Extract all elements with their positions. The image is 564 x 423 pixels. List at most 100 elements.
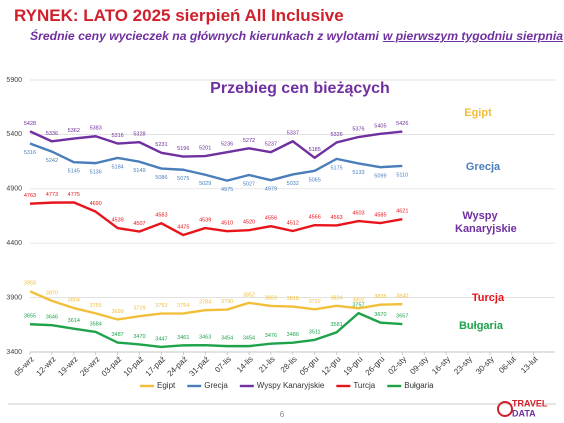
y-tick-label: 4400: [6, 240, 22, 247]
logo-icon: [497, 401, 513, 417]
legend-label: Wyspy Kanaryjskie: [257, 381, 325, 390]
slide-title: RYNEK: LATO 2025 sierpień All Inclusive: [14, 6, 344, 25]
data-label: 5316: [24, 150, 36, 156]
x-tick-label: 17-paź: [144, 355, 168, 379]
data-label: 3818: [287, 296, 299, 302]
data-label: 3461: [177, 335, 189, 341]
data-label: 5196: [177, 146, 189, 152]
data-label: 3447: [155, 336, 167, 342]
data-label: 3804: [68, 297, 80, 303]
data-label: 4507: [133, 221, 145, 227]
series-end-label: Turcja: [471, 292, 505, 304]
x-tick-label: 12-gru: [320, 355, 343, 378]
data-label: 5237: [265, 142, 277, 148]
data-label: 4603: [352, 211, 364, 217]
data-label: 5136: [90, 170, 102, 176]
x-tick-label: 21-lis: [257, 355, 277, 375]
data-label: 3870: [46, 290, 58, 296]
x-tick-label: 24-paź: [166, 355, 190, 379]
data-label: 5145: [68, 169, 80, 175]
data-label: 3840: [396, 294, 408, 300]
data-label: 5236: [221, 142, 233, 148]
data-label: 5032: [287, 181, 299, 187]
data-label: 3581: [330, 322, 342, 328]
x-tick-label: 05-wrz: [13, 355, 36, 378]
logo-text: TRAVEL: [512, 398, 548, 408]
data-label: 5086: [155, 175, 167, 181]
data-label: 5328: [133, 132, 145, 138]
data-label: 4979: [265, 187, 277, 193]
data-label: 3755: [90, 303, 102, 309]
x-tick-label: 16-sty: [430, 355, 452, 377]
data-label: 4621: [396, 209, 408, 215]
data-label: 5029: [199, 181, 211, 187]
data-label: 4690: [90, 201, 102, 207]
data-label: 5326: [330, 132, 342, 138]
data-label: 3790: [221, 299, 233, 305]
data-label: 4583: [155, 213, 167, 219]
page-number: 6: [280, 410, 285, 419]
data-label: 5184: [111, 164, 123, 170]
data-label: 3754: [177, 303, 189, 309]
x-tick-label: 03-paź: [100, 355, 124, 379]
data-label: 5316: [111, 133, 123, 139]
data-label: 3823: [265, 295, 277, 301]
data-label: 5133: [352, 170, 364, 176]
data-label: 3792: [309, 299, 321, 305]
x-tick-label: 02-sty: [386, 355, 408, 377]
data-label: 4975: [221, 187, 233, 193]
x-tick-label: 26-gru: [364, 355, 387, 378]
x-tick-label: 05-gru: [298, 355, 321, 378]
series-end-label: Wyspy Kanaryjskie: [455, 210, 517, 235]
data-label: 4512: [287, 220, 299, 226]
data-label: 5110: [396, 172, 408, 178]
series-end-label: Grecja: [465, 161, 501, 173]
data-label: 3655: [24, 314, 36, 320]
data-label: 3670: [374, 312, 386, 318]
data-label: 5362: [68, 128, 80, 134]
data-label: 3699: [111, 309, 123, 315]
y-tick-label: 3900: [6, 294, 22, 301]
data-label: 4585: [374, 213, 386, 219]
data-label: 3958: [24, 281, 36, 287]
legend-label: Turcja: [353, 381, 375, 390]
data-label: 3511: [309, 329, 321, 335]
data-label: 3784: [199, 300, 211, 306]
data-label: 3454: [243, 336, 255, 342]
x-tick-label: 23-sty: [452, 355, 474, 377]
data-label: 5383: [90, 126, 102, 132]
series-line: [29, 311, 403, 349]
data-label: 5337: [287, 131, 299, 137]
subtitle-emphasis: w pierwszym tygodniu sierpnia: [382, 29, 563, 43]
data-label: 5242: [46, 158, 58, 164]
data-label: 4775: [68, 192, 80, 198]
x-tick-label: 26-wrz: [78, 355, 101, 378]
data-label: 4520: [243, 220, 255, 226]
data-label: 4475: [177, 224, 189, 230]
data-label: 4763: [24, 193, 36, 199]
data-label: 5405: [374, 123, 386, 129]
data-label: 3757: [352, 303, 364, 309]
data-label: 3657: [396, 313, 408, 319]
data-label: 3470: [133, 334, 145, 340]
data-label: 4539: [111, 218, 123, 224]
series-end-label: Bułgaria: [458, 320, 503, 332]
legend: Egipt Grecja Wyspy Kanaryjskie Turcja Bułgar…: [140, 381, 434, 390]
x-tick-label: 28-lis: [279, 355, 299, 375]
data-label: 3729: [133, 306, 145, 312]
data-label: 3835: [374, 294, 386, 300]
data-label: 5376: [352, 126, 364, 132]
x-tick-label: 19-wrz: [56, 355, 79, 378]
data-label: 4563: [330, 215, 342, 221]
series-end-label: Egipt: [464, 107, 492, 119]
chart-title: Przebieg cen bieżących: [210, 80, 390, 97]
data-label: 5027: [243, 181, 255, 187]
x-tick-label: 09-sty: [408, 355, 430, 377]
data-label: 3486: [287, 332, 299, 338]
data-label: 5428: [24, 121, 36, 127]
data-label: 3476: [265, 333, 277, 339]
x-tick-label: 10-paź: [122, 355, 146, 379]
data-label: 4773: [46, 192, 58, 198]
data-label: 3824: [330, 295, 342, 301]
